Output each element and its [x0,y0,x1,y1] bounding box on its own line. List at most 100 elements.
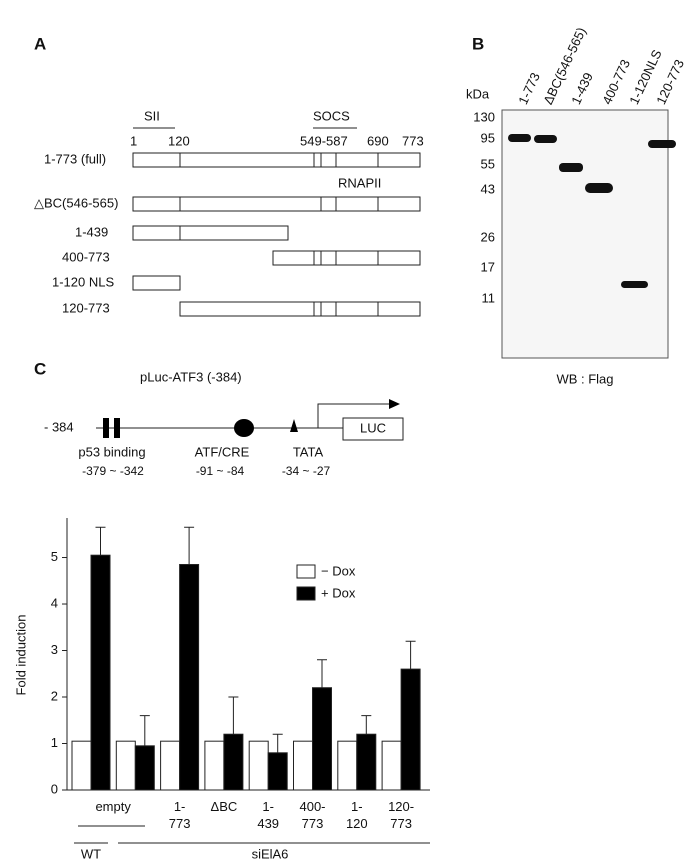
x-tick-label: 1-439 [257,799,279,831]
error-bar [139,715,150,746]
bar [400,668,421,791]
band [648,140,676,148]
position-label: 549-587 [300,133,348,148]
position-label: 1 [130,133,137,148]
divider [313,302,379,316]
error-bar [361,715,372,735]
x-tick-line: ΔBC [211,799,238,814]
legend-label: − Dox [321,563,356,578]
unit-label: kDa [466,86,490,101]
bar [312,687,332,791]
bar [179,563,200,791]
legend-swatch [296,586,316,601]
arrow-head [389,399,400,409]
construct [132,152,421,168]
error-bar [272,733,283,753]
footer: WB : Flag [556,371,613,386]
band [621,281,648,288]
construct [132,275,181,291]
bar [337,740,358,791]
diagram-title: pLuc-ATF3 (-384) [140,369,242,384]
row-label: 400-773 [62,249,110,264]
row-label: 1-439 [75,224,108,239]
row-label: △BC(546-565) [34,195,118,210]
x-tick-label: 120- 773 [388,799,414,831]
group-label: siElA6 [252,846,289,860]
error-bar [184,526,195,565]
row-label: 120-773 [62,300,110,315]
x-tick-line: 120- [388,799,414,814]
y-tick-label: 0 [51,781,58,796]
domain-label: SOCS [313,108,350,123]
group-label: WT [81,846,101,860]
y-tick-label: 3 [51,642,58,657]
x-tick-line: 400- [299,799,325,814]
construct [132,225,289,241]
y-tick-label: 2 [51,688,58,703]
p53-site [114,418,120,438]
bar [160,740,181,791]
divider [313,251,379,265]
error-bar [317,659,327,688]
legend-swatch [296,564,316,579]
bar [115,740,136,791]
error-bar [95,526,106,556]
bar [223,733,244,791]
reporter-box [342,417,404,441]
panel-b: B kDa 130 95 55 43 26 17 11 1-773 ΔBC(54… [466,25,687,386]
element-range: -379 ~ -342 [82,464,144,478]
position-label: 120 [168,133,190,148]
marker: 11 [482,290,496,305]
cre-site [234,419,254,437]
bar [356,733,377,791]
row-label: 1-120 NLS [52,274,114,289]
divider [179,153,379,167]
bar [204,740,225,791]
y-tick-label: 5 [51,549,58,564]
bar [71,740,92,791]
construct [132,196,421,212]
element-name: ATF/CRE [195,444,250,459]
bar [267,752,288,791]
marker: 95 [481,130,495,145]
marker: 17 [481,259,495,274]
bar [293,740,313,791]
x-tick-label: empty [95,799,131,814]
bands [508,134,676,288]
y-axis-label: Fold induction [13,615,28,696]
x-tick-line: empty [95,799,131,814]
legend-label: + Dox [321,585,356,600]
x-tick-line: 773 [169,816,191,831]
panel-a: A SII SOCS 1 120 549-587 690 773 RNAPII … [34,34,424,317]
p53-site [103,418,109,438]
blot [501,109,669,359]
band [559,163,583,172]
construct [179,301,421,317]
x-tick-line: 439 [257,816,279,831]
bar [248,740,269,791]
x-tick-label: 400- 773 [299,799,325,831]
panel-label: B [472,34,484,53]
position-label: 773 [402,133,424,148]
x-tick-label: 1-773 [169,799,191,831]
bar [90,554,111,791]
construct [272,250,421,266]
error-bar [228,696,239,735]
element-range: -34 ~ -27 [282,464,331,478]
markers: 130 95 55 43 26 17 11 [473,109,495,305]
x-tick-line: 1- [174,799,186,814]
element-name: TATA [293,444,324,459]
x-tick-line: 773 [302,816,324,831]
error-bar [405,640,416,670]
tata-box [290,419,298,432]
start-label: - 384 [44,419,74,434]
x-tick-label: 1-120 [346,799,368,831]
note: RNAPII [338,175,381,190]
band [585,183,613,193]
x-tick-line: 1- [262,799,274,814]
y-tick-label: 1 [51,735,58,750]
domain-label: SII [144,108,160,123]
element-name: p53 binding [78,444,145,459]
